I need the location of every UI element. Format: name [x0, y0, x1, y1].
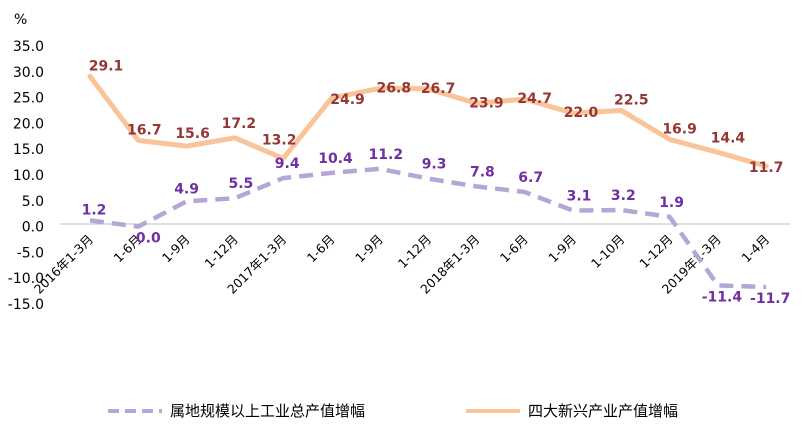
y-tick-label: 30.0	[13, 65, 44, 81]
x-tick-label: 1-12月	[636, 232, 676, 272]
data-label-emerging: 13.2	[262, 132, 297, 148]
legend-item-industrial: 属地规模以上工业总产值增幅	[108, 402, 365, 420]
data-labels: 1.2 0.0 4.9 5.5 9.4 10.4 11.2 9.3 7.8 6.7 3.1 3.2 1.…	[82, 58, 791, 307]
data-label-emerging: 11.7	[749, 160, 784, 176]
y-tick-label: 25.0	[13, 91, 44, 107]
data-label-emerging: 22.5	[614, 93, 649, 109]
y-tick-label: 35.0	[13, 39, 44, 55]
data-label-industrial: 3.1	[567, 189, 592, 205]
legend-item-emerging: 四大新兴产业产值增幅	[466, 402, 678, 420]
legend: 属地规模以上工业总产值增幅 四大新兴产业产值增幅	[108, 402, 678, 420]
data-label-emerging: 22.0	[564, 105, 599, 121]
data-label-emerging: 23.9	[469, 95, 504, 111]
data-label-emerging: 26.8	[377, 80, 412, 96]
y-tick-label: 0.0	[22, 220, 44, 236]
x-tick-label: 1-4月	[738, 232, 772, 266]
y-tick-label: 10.0	[13, 168, 44, 184]
data-label-emerging: 24.9	[330, 92, 365, 108]
y-tick-labels: 35.0 30.0 25.0 20.0 15.0 10.0 5.0 0.0 -5.0 -10.0 -…	[8, 39, 44, 313]
data-label-emerging: 26.7	[421, 81, 456, 97]
data-label-industrial: 3.2	[611, 188, 636, 204]
series-line-industrial	[89, 166, 767, 290]
x-tick-label: 1-9月	[159, 232, 193, 266]
data-label-industrial: 1.2	[82, 202, 107, 218]
data-label-emerging: 15.6	[175, 126, 210, 142]
data-label-emerging: 24.7	[517, 91, 552, 107]
data-label-emerging: 29.1	[89, 58, 124, 74]
y-tick-label: -15.0	[8, 297, 44, 313]
data-label-industrial: 7.8	[470, 164, 495, 180]
data-label-industrial: 9.3	[422, 157, 447, 173]
x-tick-label: 1-9月	[352, 232, 386, 266]
y-axis-unit: %	[14, 12, 27, 28]
x-tick-label: 1-6月	[497, 232, 531, 266]
data-label-industrial: 11.2	[369, 147, 404, 163]
data-label-emerging: 16.7	[127, 122, 162, 138]
series-line-emerging	[87, 73, 769, 169]
data-label-industrial: 1.9	[659, 195, 684, 211]
data-label-industrial: 9.4	[275, 156, 300, 172]
x-tick-label: 1-9月	[545, 232, 579, 266]
data-label-industrial: -11.7	[750, 291, 790, 307]
data-label-industrial: 6.7	[518, 170, 543, 186]
x-tick-label: 1-12月	[395, 232, 435, 272]
y-tick-label: 5.0	[22, 194, 44, 210]
y-tick-label: 15.0	[13, 142, 44, 158]
series-lines	[87, 73, 769, 290]
legend-label-emerging: 四大新兴产业产值增幅	[528, 402, 678, 420]
data-label-industrial: -11.4	[702, 289, 743, 305]
y-tick-label: 20.0	[13, 116, 44, 132]
x-tick-label: 1-6月	[304, 232, 338, 266]
x-tick-label: 2016年1-3月	[31, 232, 96, 297]
legend-label-industrial: 属地规模以上工业总产值增幅	[170, 402, 365, 420]
y-tick-label: -10.0	[8, 271, 44, 287]
data-label-industrial: 0.0	[136, 231, 161, 247]
x-tick-label: 1-10月	[588, 232, 628, 272]
data-label-emerging: 16.9	[662, 121, 697, 137]
data-label-emerging: 17.2	[222, 116, 257, 132]
x-tick-label: 1-12月	[202, 232, 242, 272]
data-label-industrial: 10.4	[318, 151, 353, 167]
data-label-industrial: 5.5	[228, 176, 253, 192]
data-label-emerging: 14.4	[711, 130, 746, 146]
y-tick-label: -5.0	[17, 245, 44, 261]
data-label-industrial: 4.9	[174, 181, 199, 197]
